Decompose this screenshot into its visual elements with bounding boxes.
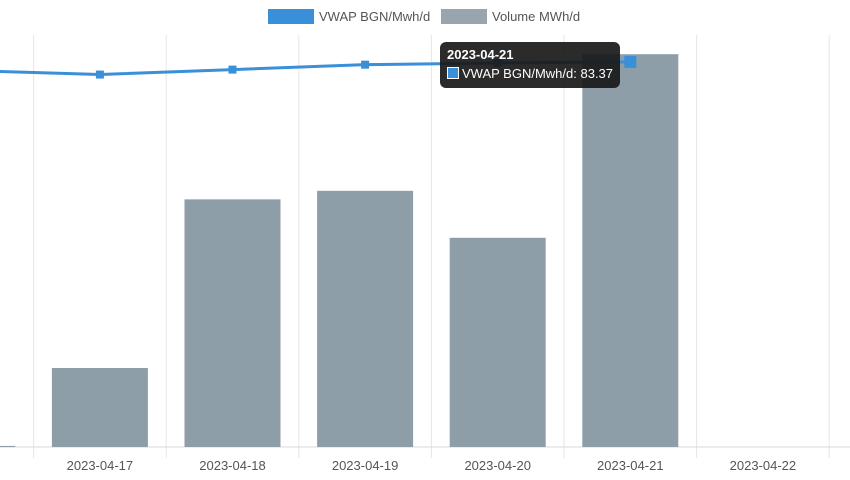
tooltip-separator: : [573, 66, 581, 81]
x-tick-label: 2023-04-18 [199, 458, 266, 473]
chart-tooltip: 2023-04-21 VWAP BGN/Mwh/d: 83.37 [440, 42, 620, 88]
legend-swatch-volume [441, 9, 487, 24]
volume-bar [582, 54, 679, 448]
volume-bar [449, 237, 546, 447]
volume-bar [184, 199, 281, 447]
volume-bar [51, 368, 148, 447]
chart-legend: VWAP BGN/Mwh/d Volume MWh/d [268, 9, 580, 24]
vwap-point [361, 60, 370, 69]
vwap-point-active [624, 55, 637, 68]
legend-swatch-vwap [268, 9, 314, 24]
legend-label-volume: Volume MWh/d [492, 9, 580, 24]
x-tick-label: 2023-04-19 [332, 458, 399, 473]
x-tick-label: 2023-04-20 [464, 458, 531, 473]
x-tick-label: 2023-04-22 [730, 458, 797, 473]
tooltip-swatch [447, 67, 459, 79]
volume-bars [0, 54, 679, 448]
vwap-point [228, 65, 237, 74]
x-axis: 2023-04-17 2023-04-18 2023-04-19 2023-04-20… [67, 458, 797, 473]
tooltip-series-label: VWAP BGN/Mwh/d [462, 66, 574, 81]
x-tick-label: 2023-04-21 [597, 458, 664, 473]
vwap-point [95, 70, 104, 79]
legend-label-vwap: VWAP BGN/Mwh/d [319, 9, 430, 24]
chart-gridlines [0, 35, 850, 458]
tooltip-value: 83.37 [580, 66, 614, 81]
volume-bar [317, 190, 414, 447]
tooltip-row: VWAP BGN/Mwh/d: 83.37 [447, 65, 613, 83]
volume-bar [0, 445, 16, 447]
x-tick-label: 2023-04-17 [67, 458, 134, 473]
tooltip-title: 2023-04-21 [447, 47, 514, 62]
